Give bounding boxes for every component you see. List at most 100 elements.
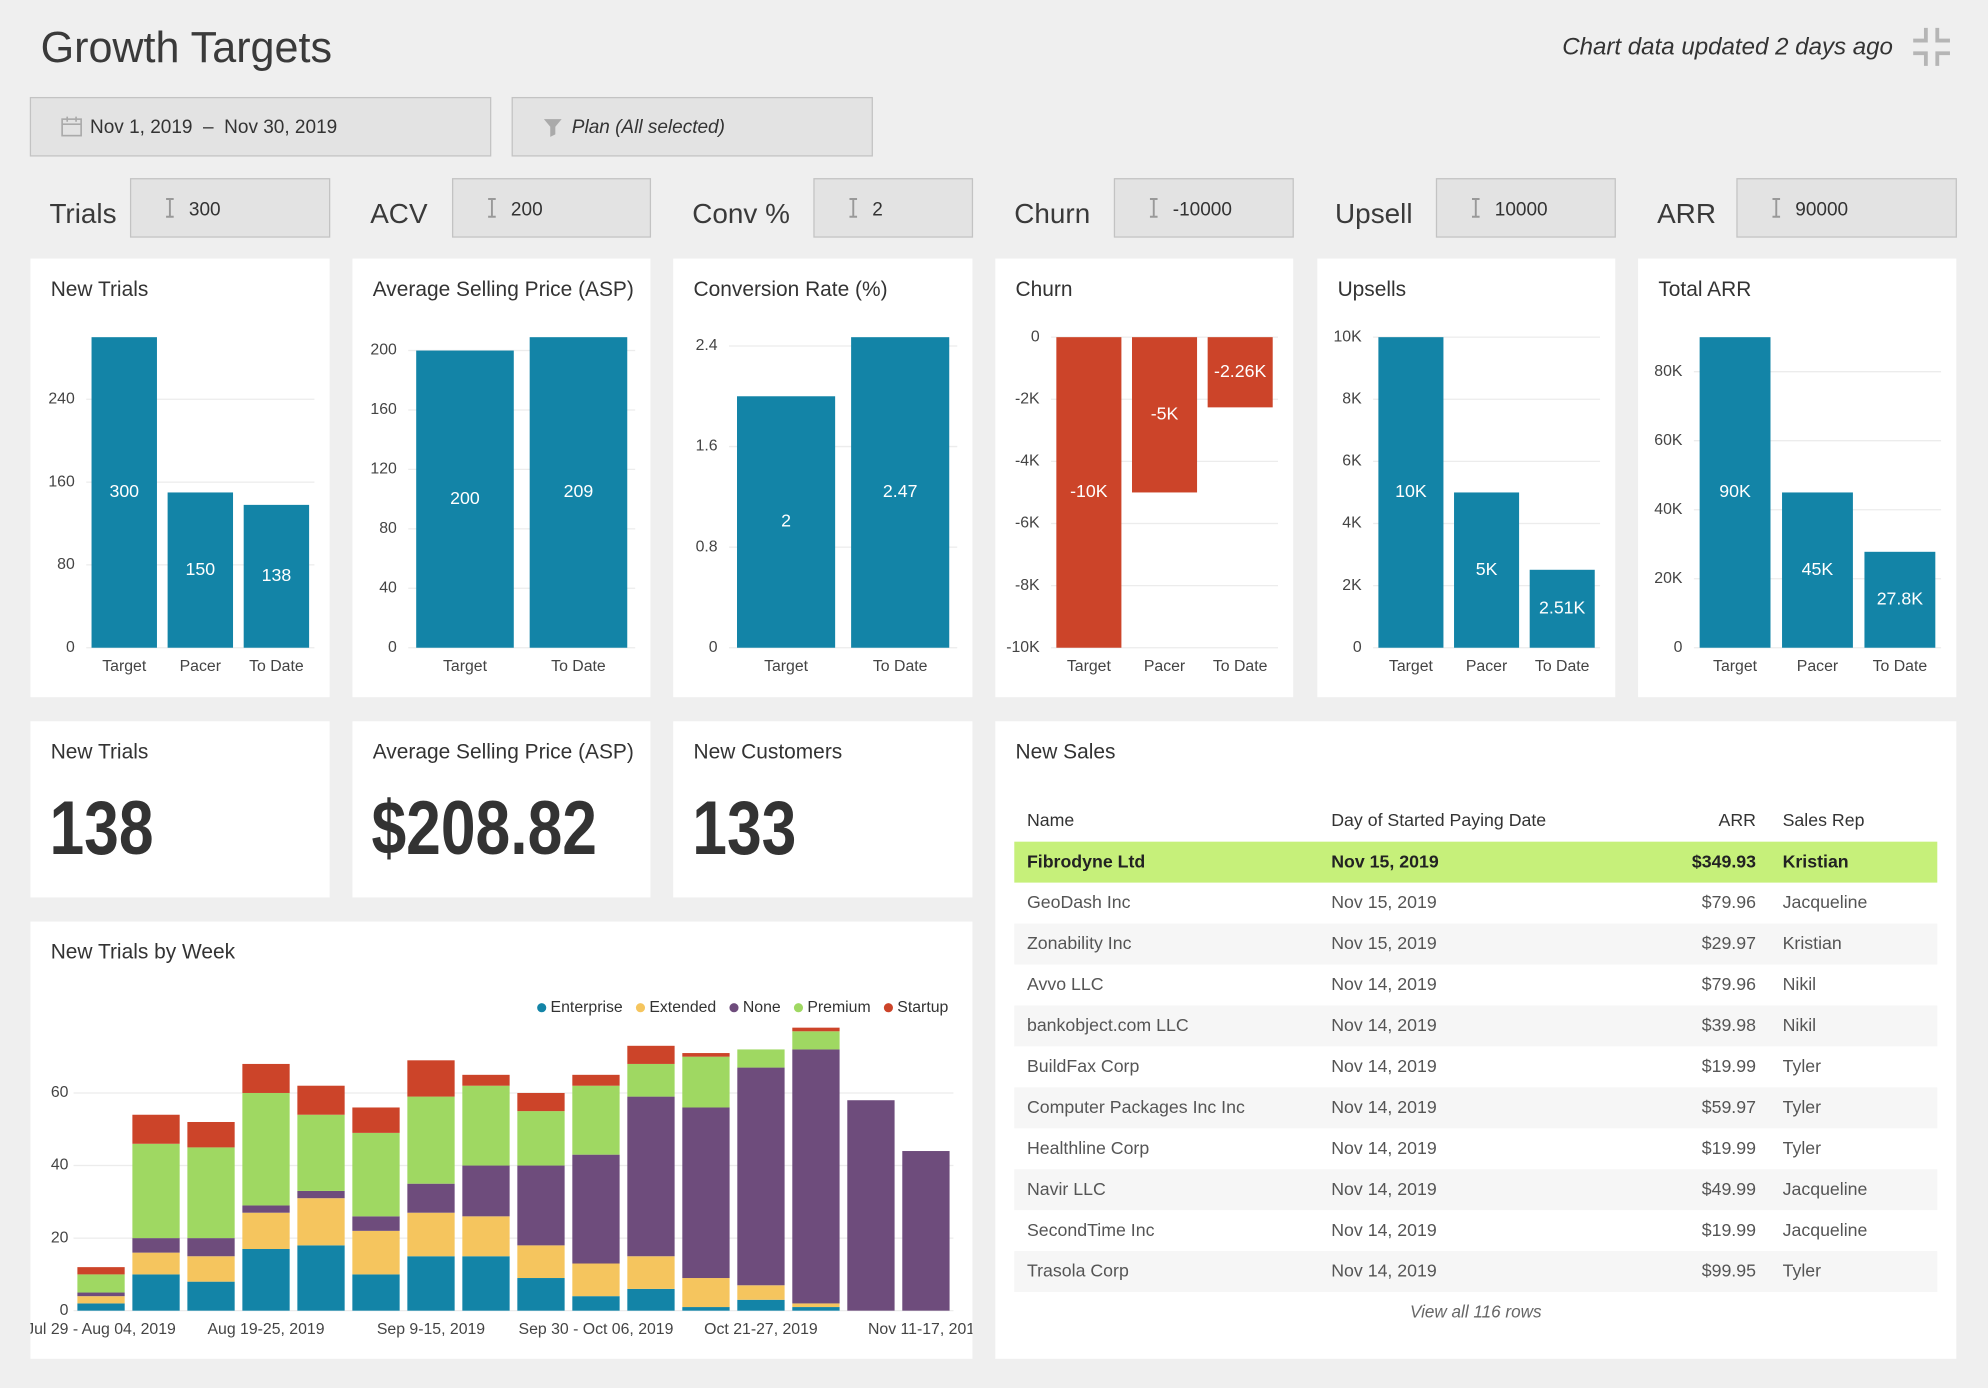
table-cell: Fibrodyne Ltd [1027,851,1145,871]
row-highlight [1014,841,1938,883]
bar-segment [792,1307,840,1311]
bar-segment [517,1092,565,1112]
target-input[interactable] [1736,178,1957,238]
bar [243,504,310,648]
bar-segment [627,1045,675,1064]
calendar-icon [61,116,82,137]
table-cell: Nov 14, 2019 [1331,1261,1437,1281]
x-tick-label: Target [102,658,147,675]
value-label: 27.8K [1877,588,1924,608]
x-tick-label: Pacer [1797,658,1839,675]
y-tick-label: 2.4 [696,337,718,354]
plan-filter[interactable] [511,96,873,157]
table-cell: Nov 14, 2019 [1331,974,1437,994]
bar-segment [187,1147,235,1239]
y-tick-label: -10K [1006,639,1040,656]
y-tick-label: 40K [1654,501,1683,518]
bar [1454,492,1520,648]
bar-segment [297,1085,345,1115]
y-tick-label: 8K [1342,390,1362,407]
bar-segment [682,1278,730,1308]
value-label: 90K [1719,481,1751,501]
y-tick-label: 160 [370,401,397,418]
x-tick-label: Sep 30 - Oct 06, 2019 [519,1321,674,1338]
chart-title: Churn [1016,278,1073,301]
y-tick-label: 20 [51,1229,69,1246]
ibeam-icon [1471,198,1480,218]
target-value: -10000 [1173,199,1232,220]
bar-segment [682,1053,730,1057]
column-header: Sales Rep [1783,810,1865,830]
table-cell: $49.99 [1702,1179,1756,1199]
table-cell: Nikil [1783,1015,1817,1035]
y-tick-label: 0 [1031,328,1040,345]
target-input[interactable] [129,178,331,238]
y-tick-label: 160 [48,473,75,490]
bar-segment [297,1114,345,1191]
target-input[interactable] [451,178,652,238]
ibeam-icon [1149,198,1158,218]
y-tick-label: 0 [60,1302,69,1319]
collapse-icon[interactable] [1913,27,1950,66]
bar-segment [132,1274,180,1311]
table-cell: Nov 14, 2019 [1331,1056,1437,1076]
value-label: 2.47 [883,481,918,501]
bar-segment [352,1216,400,1231]
bar-segment [462,1085,510,1166]
y-tick-label: 0 [709,639,718,656]
target-value: 300 [189,199,221,220]
x-tick-label: Target [443,658,488,675]
table-cell: Tyler [1783,1261,1822,1281]
bar-segment [462,1216,510,1257]
table-cell: bankobject.com LLC [1027,1015,1189,1035]
table-cell: Computer Packages Inc Inc [1027,1097,1245,1117]
x-tick-label: Jul 29 - Aug 04, 2019 [26,1321,176,1338]
bar-segment [407,1256,455,1311]
column-header: ARR [1719,810,1756,830]
kpi-card [30,721,330,898]
table-cell: Nov 15, 2019 [1331,851,1439,871]
target-input[interactable] [1435,178,1616,238]
table-cell: $79.96 [1702,974,1756,994]
table-cell: Tyler [1783,1138,1822,1158]
bar-segment [297,1245,345,1311]
chart-title: New Trials [51,278,149,301]
bar-segment [737,1285,785,1300]
table-cell: $59.97 [1702,1097,1756,1117]
bar-segment [517,1278,565,1311]
target-input[interactable] [813,178,974,238]
target-label: ARR [1657,198,1716,229]
legend-label: Startup [897,999,948,1016]
bar-segment [517,1165,565,1246]
bar-segment [682,1056,730,1108]
updated-note: Chart data updated 2 days ago [1562,34,1893,61]
bar-segment [462,1074,510,1086]
y-tick-label: 60K [1654,432,1683,449]
table-cell: Nov 14, 2019 [1331,1138,1437,1158]
bar-segment [352,1274,400,1311]
legend-swatch [537,1003,547,1013]
bar-segment [352,1230,400,1275]
bar-segment [902,1151,950,1311]
table-cell: Nikil [1783,974,1817,994]
bar-segment [242,1205,290,1213]
target-label: ACV [370,198,428,229]
bar [529,337,628,648]
bar-segment [462,1256,510,1311]
table-cell: Tyler [1783,1056,1822,1076]
legend-swatch [729,1003,739,1013]
date-filter[interactable] [29,96,492,157]
bar-segment [407,1096,455,1184]
bar-segment [132,1252,180,1275]
bar-segment [187,1281,235,1311]
row-stripe [1014,1087,1938,1129]
table-footer[interactable]: View all 116 rows [1410,1303,1542,1322]
legend-label: Premium [807,999,870,1016]
bar-segment [187,1256,235,1282]
y-tick-label: 200 [370,342,397,359]
table-cell: $19.99 [1702,1056,1756,1076]
bar-segment [517,1245,565,1279]
target-input[interactable] [1113,178,1294,238]
bar-segment [627,1063,675,1097]
value-label: -2.26K [1214,361,1266,381]
